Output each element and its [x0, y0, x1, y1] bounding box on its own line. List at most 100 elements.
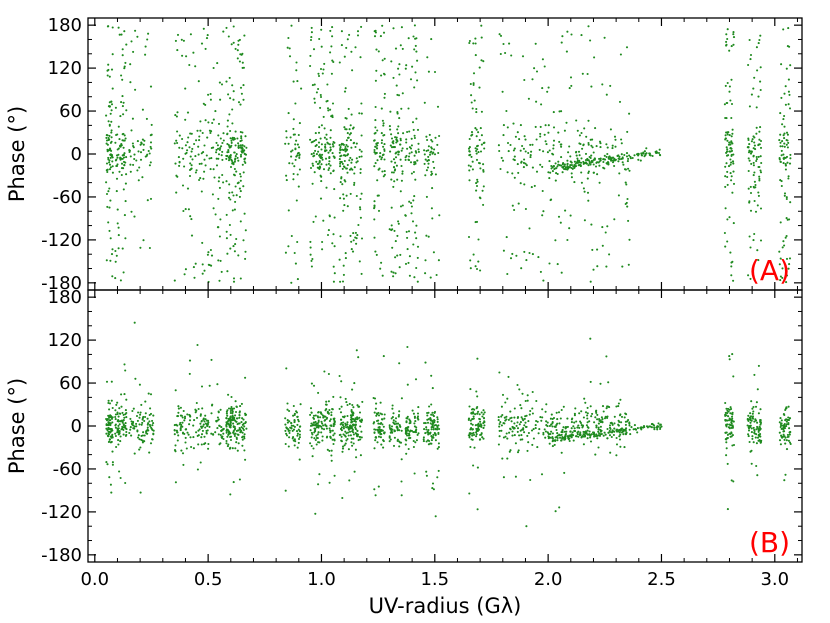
data-point [503, 422, 506, 425]
data-point [213, 176, 216, 179]
data-point [298, 433, 301, 436]
data-point [339, 197, 342, 200]
data-point [425, 426, 428, 429]
data-point [321, 153, 324, 156]
data-point [552, 126, 556, 129]
data-point [345, 148, 348, 151]
data-point [110, 136, 113, 139]
data-point [725, 438, 728, 441]
data-point [597, 161, 600, 164]
data-point [617, 157, 620, 160]
data-point [565, 121, 568, 124]
data-point [241, 427, 245, 430]
data-point [436, 105, 440, 108]
data-point [785, 281, 788, 284]
data-point [181, 416, 184, 419]
data-point [751, 435, 754, 438]
data-point [234, 185, 237, 188]
data-point [759, 66, 762, 69]
data-point [785, 196, 788, 199]
data-point [189, 132, 192, 135]
data-point [346, 414, 349, 418]
data-point [122, 413, 125, 416]
data-point [188, 372, 191, 375]
data-point [573, 421, 576, 424]
data-point [610, 435, 613, 439]
data-point [234, 155, 237, 158]
data-point [189, 215, 192, 218]
data-point [390, 60, 393, 63]
data-point [200, 385, 204, 388]
data-point [758, 438, 761, 442]
data-point [784, 473, 787, 476]
data-point [561, 171, 564, 174]
data-point [519, 421, 522, 424]
data-point [216, 62, 219, 65]
data-point [574, 435, 578, 438]
data-point [783, 438, 786, 441]
data-point [124, 182, 127, 185]
data-point [115, 254, 118, 257]
data-point [759, 139, 763, 143]
data-point [532, 428, 535, 431]
data-point [566, 159, 569, 162]
data-point [787, 175, 790, 178]
data-point [476, 180, 479, 183]
data-point [409, 421, 412, 424]
data-point [219, 147, 222, 150]
data-point [345, 401, 348, 404]
data-point [237, 101, 241, 104]
data-point [150, 147, 153, 150]
data-point [322, 168, 326, 171]
data-point [392, 76, 395, 79]
data-point [202, 423, 205, 426]
data-point [568, 87, 571, 90]
data-point [190, 132, 193, 135]
data-point [483, 424, 486, 427]
data-point [415, 117, 418, 120]
data-point [325, 425, 328, 428]
data-point [586, 177, 589, 180]
data-point [471, 418, 474, 421]
data-point [198, 135, 201, 138]
data-point [427, 162, 430, 165]
data-point [479, 150, 483, 153]
data-point [185, 428, 188, 431]
data-point [576, 433, 579, 436]
data-point [317, 426, 320, 429]
data-point [314, 138, 318, 141]
data-point [139, 151, 143, 154]
data-point [427, 433, 430, 436]
data-point [482, 142, 485, 145]
data-point [599, 421, 602, 424]
data-point [182, 463, 185, 466]
data-point [579, 164, 582, 167]
data-point [225, 213, 228, 216]
data-point [221, 428, 224, 431]
data-point [135, 425, 138, 428]
data-point [622, 163, 625, 166]
data-point [317, 87, 320, 91]
data-point [398, 410, 401, 413]
data-point [123, 30, 126, 33]
data-point [288, 162, 291, 165]
data-point [726, 433, 729, 436]
data-point [352, 239, 355, 242]
data-point [138, 423, 141, 426]
data-point [329, 129, 332, 132]
data-point [430, 173, 433, 176]
data-point [179, 421, 182, 424]
data-point [401, 147, 404, 150]
data-point [298, 458, 301, 461]
data-point [124, 200, 127, 203]
data-point [513, 176, 516, 179]
data-point [229, 421, 232, 424]
data-point [298, 436, 301, 439]
data-point [207, 442, 210, 446]
data-point [344, 145, 347, 149]
data-point [398, 429, 401, 432]
data-point [498, 422, 501, 426]
data-point [523, 78, 526, 82]
data-point [606, 437, 609, 440]
data-point [212, 168, 215, 171]
